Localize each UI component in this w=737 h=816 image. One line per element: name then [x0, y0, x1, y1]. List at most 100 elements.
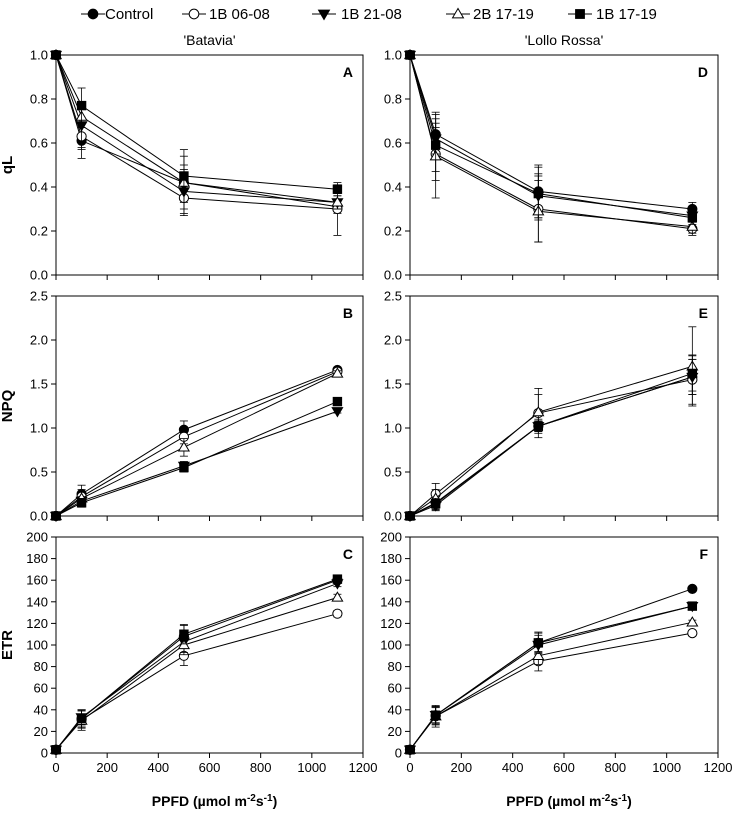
y-axis-label: NPQ	[0, 389, 16, 422]
series-Control	[404, 358, 698, 522]
y-tick-label: 0	[395, 746, 402, 761]
legend-marker	[451, 7, 465, 19]
y-tick-label: 1.5	[30, 377, 48, 392]
y-tick-label: 100	[380, 638, 402, 653]
x-tick-label: 0	[52, 760, 59, 775]
y-tick-label: 0.2	[384, 224, 402, 239]
data-point	[331, 367, 344, 378]
series-line	[409, 379, 693, 517]
series-line	[55, 54, 338, 208]
plot-frame	[55, 536, 364, 754]
y-tick-label: 0.5	[384, 465, 402, 480]
panels: 0.00.20.40.60.81.0A0.00.20.40.60.81.0D0.…	[26, 48, 732, 776]
data-point	[51, 50, 61, 60]
y-tick-label: 2.5	[30, 289, 48, 304]
series-2B-17-19	[49, 591, 344, 754]
series-line	[55, 582, 338, 751]
y-tick-label: 2.0	[384, 333, 402, 348]
panel-C: 0 20 40 60 80 100 120 140 160 180 200 0 200 400 600 800…	[26, 530, 377, 776]
legend-label: 1B 06-08	[209, 6, 270, 23]
y-axis-label: ETR	[0, 630, 16, 660]
data-point	[179, 171, 189, 181]
data-point	[532, 405, 545, 417]
x-tick-label: 1000	[652, 760, 681, 775]
legend-marker	[317, 9, 331, 21]
series-line	[55, 597, 338, 751]
y-tick-label: 0.8	[30, 92, 48, 107]
y-tick-label: 100	[26, 638, 48, 653]
data-point	[179, 462, 189, 473]
data-point	[430, 498, 441, 509]
plot-frame	[409, 536, 719, 754]
panel-F: 0 20 40 60 80 100 120 140 160 180 200 0 200 400 600 800…	[380, 530, 732, 776]
series-line	[409, 54, 693, 230]
x-tick-label: 400	[147, 760, 169, 775]
data-point	[177, 441, 190, 452]
panel-A: 0.0 0.2 0.4 0.6 0.8 1.0 A	[30, 48, 364, 283]
series-line	[55, 613, 338, 751]
series-2B-17-19	[403, 616, 699, 754]
series-line	[409, 605, 693, 751]
data-point	[76, 498, 87, 508]
y-tick-label: 2.5	[384, 289, 402, 304]
panel-letter: C	[343, 546, 353, 562]
plot-frame	[55, 54, 364, 276]
series-line	[409, 632, 693, 751]
series-line	[409, 54, 693, 219]
data-point	[332, 184, 343, 194]
series-line	[409, 372, 693, 517]
y-tick-label: 40	[34, 702, 48, 717]
series-1B-21-08	[403, 601, 699, 756]
x-axis-label-superscript: -1	[264, 793, 273, 804]
y-tick-label: 200	[26, 530, 48, 545]
series-1B-21-08	[403, 50, 699, 223]
x-axis-label-part: )	[273, 793, 278, 809]
legend-label: Control	[105, 6, 153, 23]
data-point	[686, 220, 699, 231]
series-line	[409, 54, 693, 228]
series-1B-17-19	[51, 396, 343, 521]
x-axis-label-superscript: -1	[618, 793, 627, 804]
series-1B-21-08	[49, 579, 344, 756]
series-1B-06-08	[50, 366, 343, 522]
series-line	[55, 54, 338, 210]
column-title: 'Batavia'	[183, 32, 235, 48]
series-1B-21-08	[403, 358, 699, 523]
data-point	[687, 368, 698, 379]
series-1B-06-08	[404, 628, 698, 755]
data-point	[687, 213, 698, 223]
data-point	[331, 196, 344, 207]
legend-label: 1B 21-08	[341, 6, 402, 23]
series-1B-17-19	[405, 50, 698, 225]
data-point	[532, 649, 545, 660]
panel-E: 0.0 0.5 1.0 1.5 2.0 2.5 E	[384, 289, 719, 524]
y-tick-label: 40	[388, 702, 402, 717]
data-point	[687, 628, 698, 639]
series-line	[409, 605, 693, 751]
series-line	[55, 54, 338, 203]
panel-D: 0.0 0.2 0.4 0.6 0.8 1.0 D	[384, 48, 719, 283]
legend-marker	[87, 8, 99, 20]
y-tick-label: 0.0	[30, 268, 48, 283]
y-tick-label: 20	[34, 724, 48, 739]
legend-label: 2B 17-19	[473, 6, 534, 23]
series-line	[55, 578, 338, 751]
x-axis-label: PPFD (µmol m-2s-1)	[506, 793, 631, 810]
data-point	[76, 100, 87, 111]
data-point	[332, 574, 343, 584]
data-point	[430, 140, 441, 150]
data-point	[331, 407, 344, 418]
series-1B-06-08	[50, 608, 343, 755]
data-point	[533, 638, 544, 648]
data-point	[76, 713, 87, 724]
x-tick-label: 600	[199, 760, 221, 775]
data-point	[332, 396, 343, 407]
y-tick-label: 1.5	[384, 377, 402, 392]
data-point	[687, 583, 698, 594]
series-line	[409, 365, 693, 517]
y-tick-label: 0.0	[384, 509, 402, 524]
series-1B-17-19	[405, 355, 698, 521]
data-point	[430, 710, 441, 720]
x-tick-label: 1200	[349, 760, 378, 775]
